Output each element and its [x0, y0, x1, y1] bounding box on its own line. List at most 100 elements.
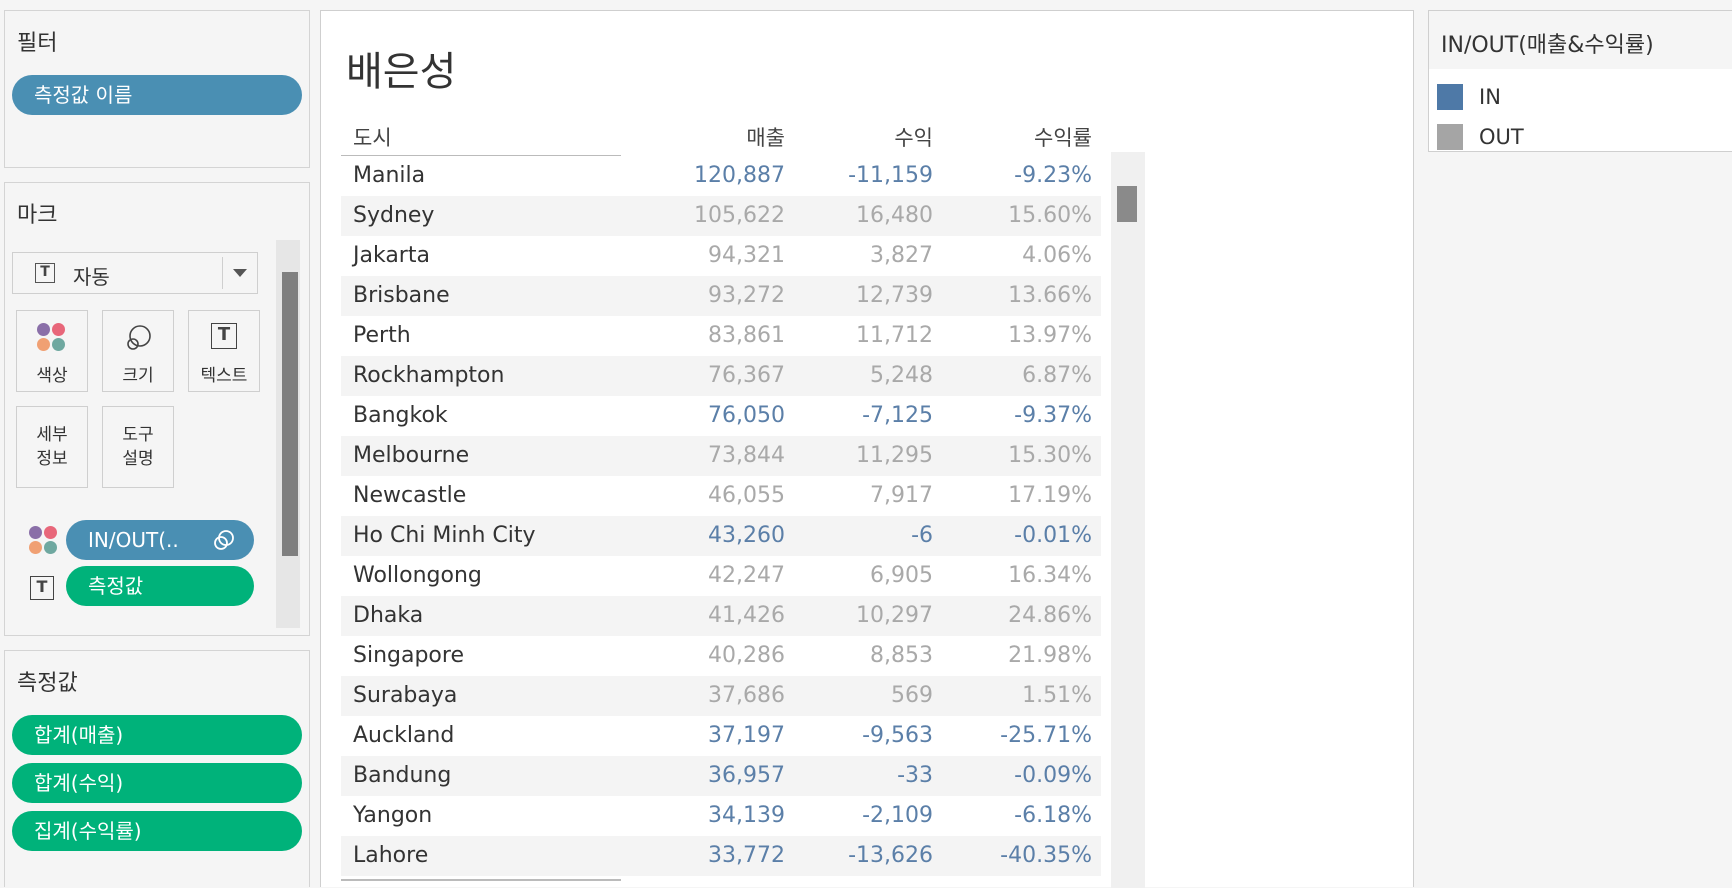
table-row[interactable]: Jakarta 94,321 3,827 4.06%	[341, 236, 1101, 276]
table-body: Manila 120,887 -11,159 -9.23% Sydney 105,622 1…	[341, 156, 1101, 876]
filter-pill-measure-names[interactable]: 측정값 이름	[12, 75, 302, 115]
cell-city: Brisbane	[353, 283, 450, 308]
cell-sales: 73,844	[708, 443, 785, 468]
cell-sales: 40,286	[708, 643, 785, 668]
cell-profit-ratio: -9.37%	[1014, 403, 1092, 428]
text-button[interactable]: T 텍스트	[188, 310, 260, 392]
table-row[interactable]: Melbourne 73,844 11,295 15.30%	[341, 436, 1101, 476]
cell-sales: 37,686	[708, 683, 785, 708]
color-dots-icon	[37, 323, 67, 353]
marks-title: 마크	[17, 203, 58, 228]
cell-sales: 93,272	[708, 283, 785, 308]
mark-type-dropdown[interactable]: T 자동	[12, 252, 258, 294]
cell-city: Ho Chi Minh City	[353, 523, 536, 548]
table-row[interactable]: Bandung 36,957 -33 -0.09%	[341, 756, 1101, 796]
table-row[interactable]: Perth 83,861 11,712 13.97%	[341, 316, 1101, 356]
detail-button[interactable]: 세부 정보	[16, 406, 88, 488]
cell-profit-ratio: -0.01%	[1014, 523, 1092, 548]
color-encoding-icon	[29, 526, 59, 556]
cell-sales: 120,887	[694, 163, 785, 188]
cell-city: Rockhampton	[353, 363, 505, 388]
filters-panel: 필터 측정값 이름	[4, 10, 310, 168]
crosstab-table: 도시 매출 수익 수익률 Manila 120,887 -11,159 -9.23% S…	[341, 114, 1101, 876]
tooltip-button[interactable]: 도구 설명	[102, 406, 174, 488]
table-row[interactable]: Lahore 33,772 -13,626 -40.35%	[341, 836, 1101, 876]
cell-city: Lahore	[353, 843, 429, 868]
text-pill-measure-values[interactable]: 측정값	[66, 566, 254, 606]
tooltip-label-line1: 도구	[122, 425, 154, 445]
table-row[interactable]: Surabaya 37,686 569 1.51%	[341, 676, 1101, 716]
cell-profit-ratio: -6.18%	[1014, 803, 1092, 828]
cell-profit: 6,905	[870, 563, 933, 588]
sheet-title: 배은성	[346, 49, 457, 95]
color-button[interactable]: 색상	[16, 310, 88, 392]
table-row[interactable]: Ho Chi Minh City 43,260 -6 -0.01%	[341, 516, 1101, 556]
cell-profit-ratio: -40.35%	[1000, 843, 1092, 868]
cell-sales: 83,861	[708, 323, 785, 348]
table-row[interactable]: Dhaka 41,426 10,297 24.86%	[341, 596, 1101, 636]
cell-profit: 5,248	[870, 363, 933, 388]
cell-sales: 46,055	[708, 483, 785, 508]
table-row[interactable]: Auckland 37,197 -9,563 -25.71%	[341, 716, 1101, 756]
tooltip-label-line2: 설명	[122, 449, 154, 469]
table-row[interactable]: Brisbane 93,272 12,739 13.66%	[341, 276, 1101, 316]
cell-profit: -33	[897, 763, 933, 788]
measure-pill-profit[interactable]: 합계(수익)	[12, 763, 302, 803]
table-row[interactable]: Singapore 40,286 8,853 21.98%	[341, 636, 1101, 676]
column-header-sales[interactable]: 매출	[746, 126, 785, 150]
dropdown-separator	[222, 257, 223, 289]
cell-profit: 11,295	[856, 443, 933, 468]
cell-profit-ratio: -9.23%	[1014, 163, 1092, 188]
measure-pill-sales[interactable]: 합계(매출)	[12, 715, 302, 755]
size-icon	[127, 325, 151, 350]
cell-city: Singapore	[353, 643, 464, 668]
measure-pill-profit-ratio[interactable]: 집계(수익률)	[12, 811, 302, 851]
marks-scrollbar-thumb[interactable]	[282, 272, 298, 556]
detail-label: 세부 정보	[17, 423, 87, 471]
size-label: 크기	[122, 366, 154, 386]
detail-label-line1: 세부	[36, 425, 68, 445]
table-scrollbar-thumb[interactable]	[1117, 186, 1137, 222]
linked-circles-icon	[214, 530, 234, 550]
filters-title: 필터	[17, 31, 58, 56]
cell-profit-ratio: 13.97%	[1008, 323, 1092, 348]
table-row[interactable]: Wollongong 42,247 6,905 16.34%	[341, 556, 1101, 596]
column-header-profit[interactable]: 수익	[894, 126, 933, 150]
column-header-city[interactable]: 도시	[353, 126, 392, 150]
table-row[interactable]: Yangon 34,139 -2,109 -6.18%	[341, 796, 1101, 836]
table-row[interactable]: Rockhampton 76,367 5,248 6.87%	[341, 356, 1101, 396]
cell-profit: 8,853	[870, 643, 933, 668]
legend-swatch-in	[1437, 84, 1463, 110]
table-header-measures: 매출 수익 수익률	[341, 114, 1101, 156]
color-pill-in-out[interactable]: IN/OUT(..	[66, 520, 254, 560]
cell-profit-ratio: 21.98%	[1008, 643, 1092, 668]
cell-sales: 34,139	[708, 803, 785, 828]
table-row[interactable]: Sydney 105,622 16,480 15.60%	[341, 196, 1101, 236]
legend-header	[1429, 11, 1732, 69]
cell-city: Dhaka	[353, 603, 424, 628]
chevron-down-icon[interactable]	[233, 269, 247, 277]
cell-sales: 42,247	[708, 563, 785, 588]
legend-title[interactable]: IN/OUT(매출&수익률)	[1441, 33, 1654, 58]
cell-city: Jakarta	[353, 243, 430, 268]
column-header-profit-ratio[interactable]: 수익률	[1034, 126, 1092, 150]
cell-sales: 41,426	[708, 603, 785, 628]
color-label: 색상	[36, 366, 68, 386]
cell-profit-ratio: 24.86%	[1008, 603, 1092, 628]
size-button[interactable]: 크기	[102, 310, 174, 392]
cell-sales: 43,260	[708, 523, 785, 548]
table-row[interactable]: Newcastle 46,055 7,917 17.19%	[341, 476, 1101, 516]
worksheet-view: 배은성 도시 매출 수익 수익률 Manila 120,887 -11,159 -9.…	[320, 10, 1414, 888]
color-pill-label: IN/OUT(..	[88, 528, 179, 552]
cell-profit: -2,109	[862, 803, 933, 828]
cell-profit-ratio: 13.66%	[1008, 283, 1092, 308]
cell-city: Melbourne	[353, 443, 470, 468]
table-scrollbar-track[interactable]	[1111, 152, 1145, 888]
cell-city: Bandung	[353, 763, 452, 788]
table-row[interactable]: Manila 120,887 -11,159 -9.23%	[341, 156, 1101, 196]
cell-profit-ratio: 15.30%	[1008, 443, 1092, 468]
cell-sales: 94,321	[708, 243, 785, 268]
detail-label-line2: 정보	[36, 449, 68, 469]
table-row[interactable]: Bangkok 76,050 -7,125 -9.37%	[341, 396, 1101, 436]
cell-profit-ratio: 6.87%	[1022, 363, 1092, 388]
